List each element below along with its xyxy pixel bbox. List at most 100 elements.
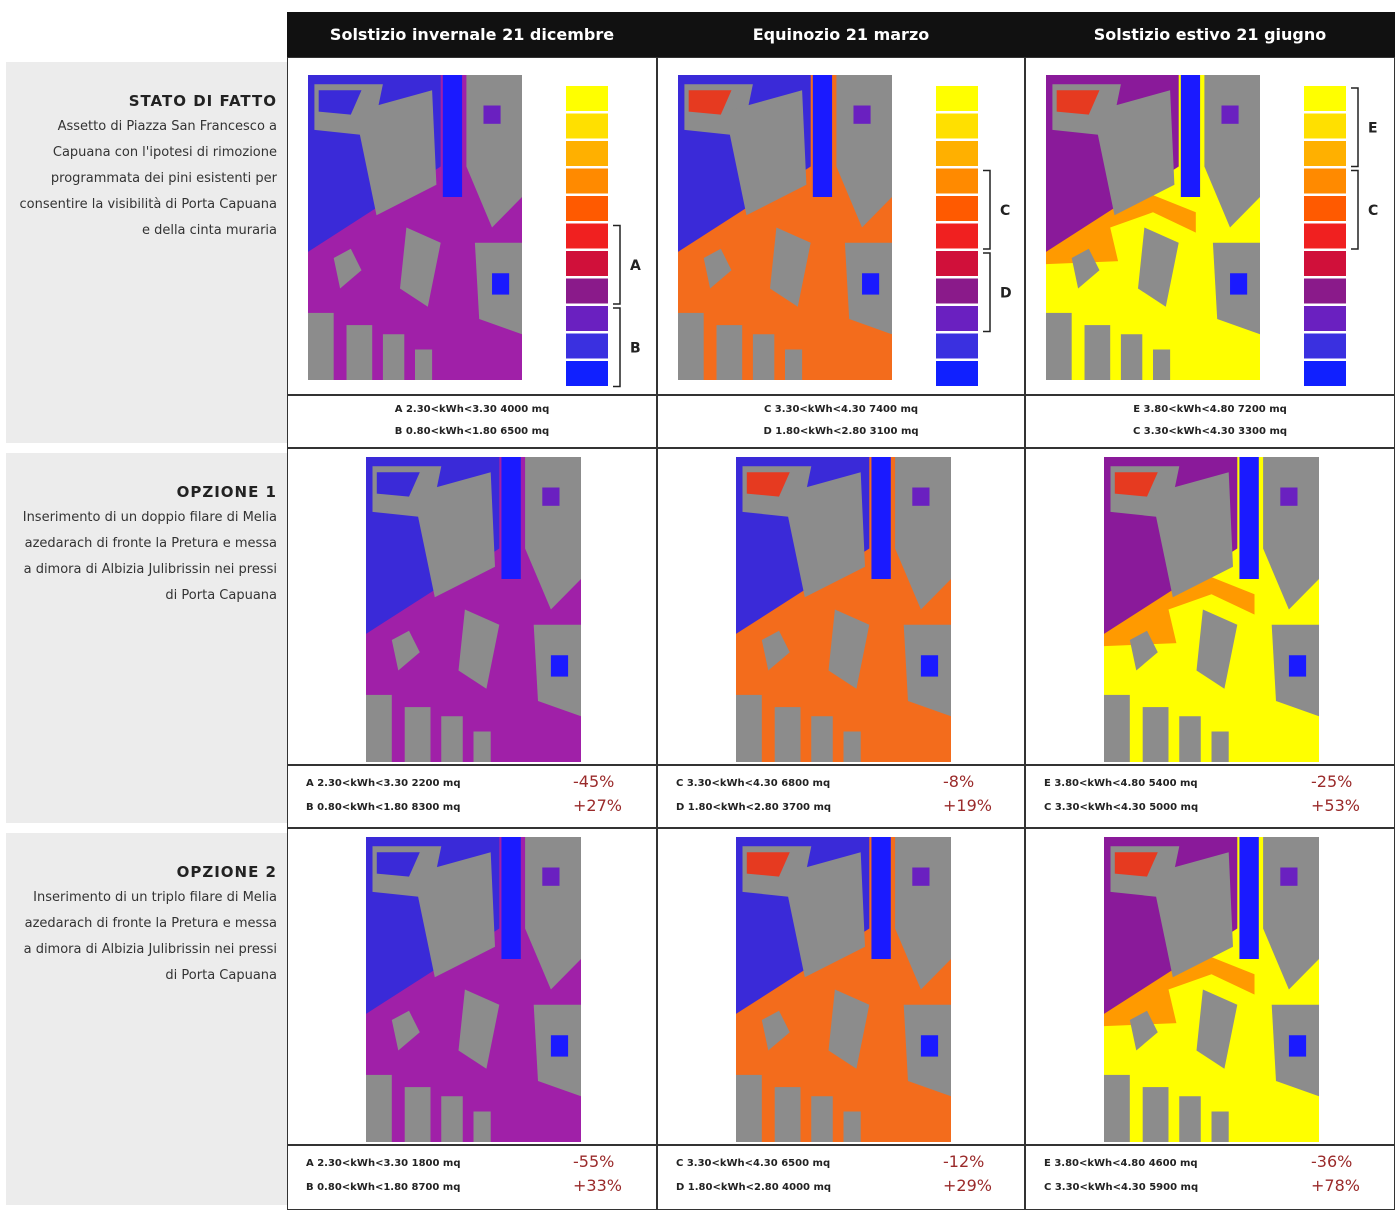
legend-bracket-label: E bbox=[1368, 120, 1378, 136]
map-shape bbox=[542, 868, 559, 886]
legend-swatch bbox=[1304, 361, 1346, 386]
map-shape bbox=[1280, 488, 1297, 506]
map-shape bbox=[1104, 1075, 1130, 1142]
map-shape bbox=[366, 1075, 392, 1142]
cell-footer: A 2.30<kWh<3.30 1800 mq-55%B 0.80<kWh<1.… bbox=[287, 1145, 657, 1210]
legend-swatch bbox=[936, 361, 978, 386]
legend-swatch bbox=[566, 279, 608, 304]
map-shape bbox=[775, 1087, 801, 1142]
map-shape bbox=[308, 313, 334, 380]
cell-footer: E 3.80<kWh<4.80 7200 mqC 3.30<kWh<4.30 3… bbox=[1025, 395, 1395, 448]
map-shape bbox=[1179, 716, 1201, 762]
zone-area: B 0.80<kWh<1.80 6500 mq bbox=[288, 426, 656, 437]
map-shape bbox=[366, 695, 392, 762]
map-shape bbox=[813, 75, 832, 197]
cell-footer: C 3.30<kWh<4.30 7400 mqD 1.80<kWh<2.80 3… bbox=[657, 395, 1025, 448]
map-shape bbox=[1104, 695, 1130, 762]
area-change: -45% bbox=[573, 772, 614, 791]
zone-area: D 1.80<kWh<2.80 4000 mq bbox=[676, 1182, 831, 1193]
cell-footer: A 2.30<kWh<3.30 2200 mq -45% B 0.80<kWh<1.… bbox=[287, 765, 657, 828]
legend-swatch bbox=[566, 169, 608, 194]
legend-swatch bbox=[566, 334, 608, 359]
legend-swatch bbox=[936, 196, 978, 221]
map-cell bbox=[1025, 828, 1395, 1145]
map-shape bbox=[1046, 313, 1072, 380]
legend-swatch bbox=[566, 306, 608, 331]
legend-swatch bbox=[566, 251, 608, 276]
map-shape bbox=[1239, 837, 1258, 959]
map-figure bbox=[1026, 829, 1394, 1144]
legend-bracket-label: D bbox=[1000, 285, 1012, 301]
legend-swatch bbox=[936, 334, 978, 359]
map-shape bbox=[785, 350, 802, 381]
area-change: -36% bbox=[1311, 1152, 1352, 1171]
map-shape bbox=[1121, 334, 1142, 380]
legend-swatch bbox=[1304, 334, 1346, 359]
zone-area: A 2.30<kWh<3.30 2200 mq bbox=[306, 778, 461, 789]
row-header: OPZIONE 2Inserimento di un triplo filare… bbox=[6, 833, 287, 1205]
map-cell bbox=[1025, 448, 1395, 765]
map-shape bbox=[483, 106, 500, 124]
legend-swatch bbox=[566, 86, 608, 111]
legend-swatch bbox=[1304, 196, 1346, 221]
map-shape bbox=[1289, 655, 1306, 676]
zone-area: C 3.30<kWh<4.30 3300 mq bbox=[1026, 426, 1394, 437]
legend-swatch bbox=[1304, 169, 1346, 194]
legend-swatch bbox=[1304, 306, 1346, 331]
map-shape bbox=[717, 325, 743, 380]
map-figure bbox=[658, 449, 1024, 764]
zone-area: C 3.30<kWh<4.30 5000 mq bbox=[1044, 802, 1198, 813]
map-shape bbox=[1085, 325, 1111, 380]
legend-swatch bbox=[936, 279, 978, 304]
row-description: Assetto di Piazza San Francesco a Capuan… bbox=[16, 114, 277, 244]
legend-swatch bbox=[936, 86, 978, 111]
legend-bracket bbox=[983, 253, 990, 332]
area-change: +53% bbox=[1311, 796, 1360, 815]
map-shape bbox=[1212, 732, 1229, 763]
legend-swatch bbox=[1304, 224, 1346, 249]
legend-swatch bbox=[566, 114, 608, 139]
legend-swatch bbox=[936, 114, 978, 139]
area-change: +19% bbox=[943, 796, 992, 815]
map-shape bbox=[678, 313, 704, 380]
row-title: OPZIONE 1 bbox=[16, 483, 277, 501]
area-change: +29% bbox=[943, 1176, 992, 1195]
column-header: Solstizio invernale 21 dicembre bbox=[287, 12, 657, 57]
map-shape bbox=[862, 273, 879, 294]
map-figure bbox=[288, 829, 656, 1144]
legend-swatch bbox=[936, 306, 978, 331]
area-change: -8% bbox=[943, 772, 974, 791]
map-shape bbox=[1143, 707, 1169, 762]
map-shape bbox=[1289, 1035, 1306, 1056]
map-shape bbox=[443, 75, 462, 197]
column-header: Equinozio 21 marzo bbox=[657, 12, 1025, 57]
map-cell bbox=[657, 828, 1025, 1145]
map-figure bbox=[658, 829, 1024, 1144]
area-change: -55% bbox=[573, 1152, 614, 1171]
legend-swatch bbox=[1304, 141, 1346, 166]
area-change: +33% bbox=[573, 1176, 622, 1195]
legend-swatch bbox=[936, 224, 978, 249]
row-title: OPZIONE 2 bbox=[16, 863, 277, 881]
zone-area: A 2.30<kWh<3.30 1800 mq bbox=[306, 1158, 461, 1169]
map-shape bbox=[347, 325, 373, 380]
map-shape bbox=[501, 837, 520, 959]
map-cell bbox=[287, 828, 657, 1145]
map-cell bbox=[657, 448, 1025, 765]
legend-bracket bbox=[613, 308, 620, 387]
map-shape bbox=[844, 732, 861, 763]
map-shape bbox=[405, 707, 431, 762]
map-shape bbox=[501, 457, 520, 579]
area-change: -12% bbox=[943, 1152, 984, 1171]
map-shape bbox=[921, 1035, 938, 1056]
cell-footer: A 2.30<kWh<3.30 4000 mqB 0.80<kWh<1.80 6… bbox=[287, 395, 657, 448]
legend-swatch bbox=[1304, 86, 1346, 111]
cell-footer: E 3.80<kWh<4.80 4600 mq-36%C 3.30<kWh<4.… bbox=[1025, 1145, 1395, 1210]
map-shape bbox=[1179, 1096, 1201, 1142]
map-shape bbox=[1143, 1087, 1169, 1142]
map-shape bbox=[736, 1075, 762, 1142]
area-change: +27% bbox=[573, 796, 622, 815]
heat-map bbox=[736, 457, 951, 762]
map-figure: EC bbox=[1026, 58, 1394, 394]
zone-area: B 0.80<kWh<1.80 8300 mq bbox=[306, 802, 460, 813]
